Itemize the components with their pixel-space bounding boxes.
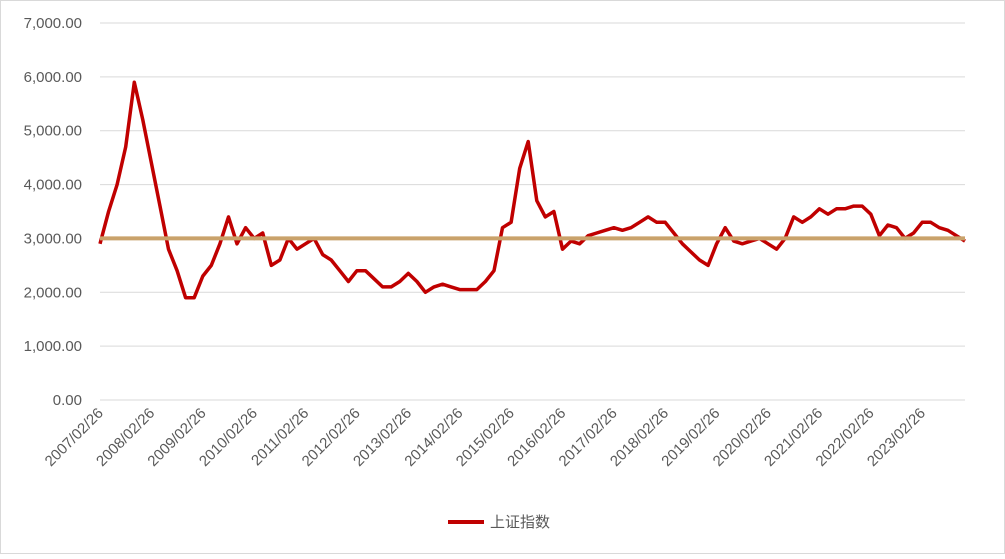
y-tick-label: 2,000.00 — [24, 284, 82, 301]
y-tick-label: 3,000.00 — [24, 230, 82, 247]
series-line — [98, 80, 966, 300]
legend-label: 上证指数 — [490, 514, 550, 531]
y-tick-label: 6,000.00 — [24, 69, 82, 86]
y-tick-label: 1,000.00 — [24, 338, 82, 355]
y-tick-label: 7,000.00 — [24, 15, 82, 32]
y-tick-label: 4,000.00 — [24, 177, 82, 194]
y-tick-label: 0.00 — [53, 392, 82, 409]
y-tick-label: 5,000.00 — [24, 123, 82, 140]
